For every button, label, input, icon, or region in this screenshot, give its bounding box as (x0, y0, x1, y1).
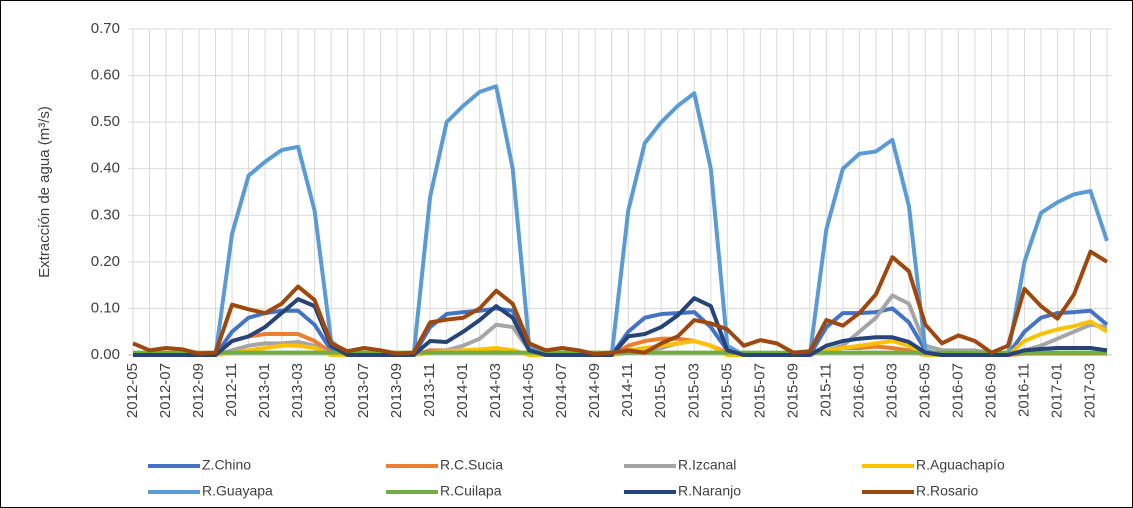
y-tick-label: 0.10 (91, 299, 120, 316)
legend-label: R.Guayapa (202, 483, 273, 499)
y-axis-label: Extracción de agua (m³/s) (36, 106, 53, 278)
x-tick-label: 2015-09 (784, 363, 801, 418)
y-tick-label: 0.00 (91, 346, 120, 363)
legend-label: R.Aguachapío (916, 457, 1005, 473)
y-tick-label: 0.40 (91, 160, 120, 177)
x-tick-label: 2014-07 (553, 363, 570, 418)
y-tick-label: 0.70 (91, 20, 120, 37)
y-tick-label: 0.20 (91, 253, 120, 270)
x-tick-label: 2017-03 (1081, 363, 1098, 418)
x-tick-label: 2017-01 (1048, 363, 1065, 418)
y-tick-label: 0.50 (91, 113, 120, 130)
legend-label: R.Izcanal (678, 457, 736, 473)
x-tick-label: 2015-01 (652, 363, 669, 418)
x-tick-label: 2012-05 (124, 363, 141, 418)
legend-label: R.C.Sucia (440, 457, 503, 473)
x-tick-label: 2014-05 (520, 363, 537, 418)
x-tick-label: 2015-07 (751, 363, 768, 418)
x-tick-label: 2013-09 (388, 363, 405, 418)
series-line (132, 249, 1109, 357)
x-tick-label: 2013-11 (421, 363, 438, 417)
x-tick-label: 2013-05 (322, 363, 339, 418)
x-tick-label: 2013-07 (355, 363, 372, 418)
legend-label: R.Cuilapa (440, 483, 502, 499)
x-tick-label: 2013-01 (256, 363, 273, 418)
x-tick-label: 2014-09 (586, 363, 603, 418)
x-tick-label: 2013-03 (289, 363, 306, 418)
x-tick-label: 2016-11 (1015, 363, 1032, 417)
x-tick-label: 2016-09 (982, 363, 999, 418)
x-tick-label: 2015-05 (718, 363, 735, 418)
x-tick-label: 2016-05 (916, 363, 933, 418)
y-tick-label: 0.30 (91, 206, 120, 223)
legend-label: R.Naranjo (678, 483, 741, 499)
legend-label: R.Rosario (916, 483, 978, 499)
x-tick-label: 2016-03 (883, 363, 900, 418)
legend-label: Z.Chino (202, 457, 251, 473)
x-tick-label: 2012-09 (190, 363, 207, 418)
x-tick-label: 2014-03 (487, 363, 504, 418)
x-tick-label: 2012-07 (157, 363, 174, 418)
x-tick-label: 2016-07 (949, 363, 966, 418)
x-tick-label: 2012-11 (223, 363, 240, 417)
y-tick-label: 0.60 (91, 67, 120, 84)
x-tick-label: 2015-03 (685, 363, 702, 418)
x-tick-label: 2014-01 (454, 363, 471, 418)
x-tick-label: 2014-11 (619, 363, 636, 417)
series-line (133, 296, 1108, 357)
x-tick-label: 2015-11 (817, 363, 834, 417)
x-tick-label: 2016-01 (850, 363, 867, 418)
